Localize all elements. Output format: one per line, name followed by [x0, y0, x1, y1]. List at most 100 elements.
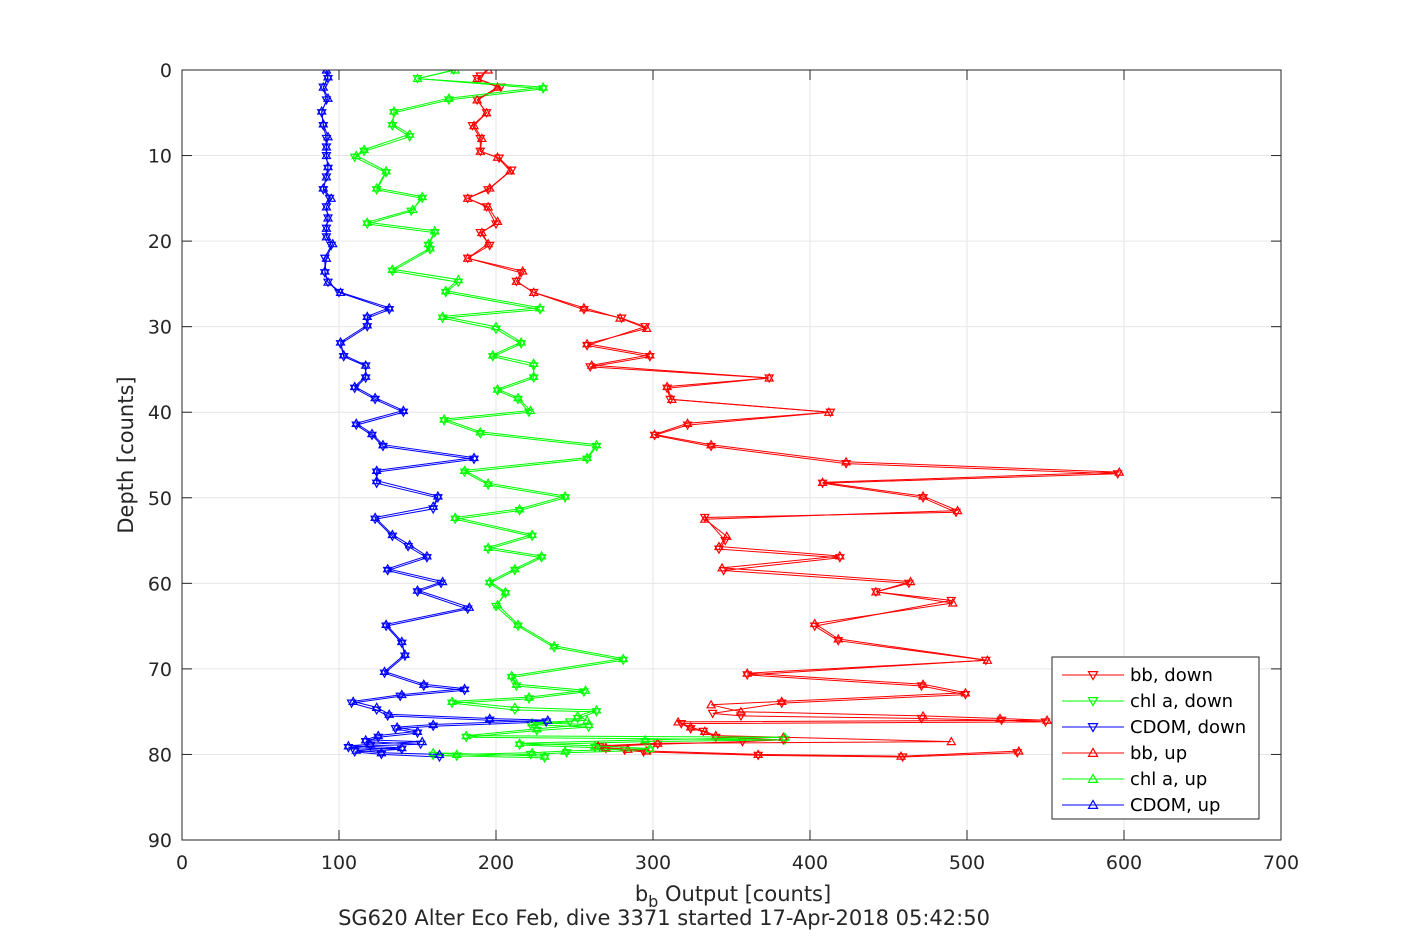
data-point-marker [834, 550, 845, 560]
data-point-marker [370, 512, 381, 522]
data-point-marker [582, 452, 593, 462]
data-point-marker [316, 105, 327, 115]
data-point-marker [362, 220, 373, 230]
data-point-marker [338, 349, 349, 359]
data-point-marker [450, 70, 461, 74]
data-point-marker [685, 721, 696, 731]
data-point-marker [322, 276, 334, 286]
data-point-marker [484, 713, 495, 723]
data-point-marker [742, 671, 753, 681]
y-tick-label: 60 [148, 573, 172, 595]
legend: bb, down chl a, down CDOM, down bb, up chl a… [1051, 656, 1260, 820]
data-point-marker [412, 588, 423, 598]
data-point-marker [753, 751, 764, 761]
data-point-marker [468, 452, 480, 462]
data-point-marker [523, 695, 535, 705]
data-point-marker [699, 726, 710, 735]
x-axis-label: bb Output [counts] [635, 882, 831, 911]
data-point-marker [362, 314, 373, 324]
data-point-marker [428, 722, 439, 732]
data-point-marker [432, 494, 443, 503]
data-point-marker [699, 513, 710, 523]
data-point-marker [417, 736, 428, 746]
legend-label: chl a, up [1130, 769, 1207, 790]
data-point-marker [483, 201, 494, 211]
data-point-marker [707, 709, 718, 719]
data-point-marker [960, 687, 971, 697]
data-point-marker [359, 147, 370, 157]
data-point-marker [322, 93, 334, 102]
data-point-marker [652, 738, 663, 747]
legend-label: CDOM, up [1130, 795, 1220, 816]
data-point-marker [437, 311, 448, 320]
data-point-marker [560, 745, 571, 755]
data-point-marker [379, 669, 390, 679]
data-point-marker [591, 708, 602, 717]
data-point-marker [841, 459, 852, 469]
data-point-marker [359, 144, 370, 154]
data-point-marker [370, 392, 381, 402]
data-point-marker [349, 381, 360, 391]
x-tick-label: 500 [949, 852, 985, 874]
data-point-marker [1114, 466, 1125, 476]
data-point-marker [384, 305, 395, 315]
data-point-marker [443, 93, 454, 102]
data-point-marker [614, 312, 626, 322]
data-point-marker [387, 532, 398, 542]
data-point-marker [641, 745, 652, 755]
data-point-marker [362, 311, 373, 320]
data-point-marker [418, 682, 429, 692]
data-point-marker [833, 637, 844, 646]
data-point-marker [753, 749, 764, 759]
data-point-marker [440, 288, 451, 298]
data-point-marker [360, 371, 371, 380]
data-point-marker [500, 589, 511, 599]
data-point-marker [528, 371, 539, 380]
data-point-marker [412, 584, 423, 594]
data-point-marker [371, 186, 382, 195]
data-point-marker [371, 465, 382, 474]
data-point-marker [483, 478, 494, 487]
data-point-marker [327, 238, 338, 248]
data-point-marker [492, 81, 503, 91]
data-point-marker [534, 302, 545, 312]
data-point-marker [322, 212, 334, 222]
data-point-marker [370, 395, 381, 405]
y-tick-label: 20 [148, 231, 172, 253]
ticks: 0 100 200 300 400 500 600 700 0 10 20 30 40 50 60 70 80 9… [148, 60, 1299, 874]
data-point-marker [706, 699, 717, 709]
data-point-marker [673, 716, 684, 726]
data-point-marker [335, 340, 346, 349]
legend-label: chl a, down [1130, 691, 1233, 712]
y-tick-label: 50 [148, 488, 172, 510]
data-point-marker [396, 639, 407, 649]
data-point-marker [776, 696, 787, 706]
data-point-marker [481, 107, 492, 117]
legend-marker [1087, 747, 1099, 757]
data-point-marker [348, 696, 359, 706]
data-point-marker [616, 314, 627, 324]
data-point-marker [326, 193, 337, 202]
data-point-marker [376, 747, 387, 757]
data-point-marker [475, 146, 486, 155]
data-point-marker [506, 670, 517, 680]
legend-marker [1087, 723, 1099, 733]
data-point-marker [412, 726, 423, 735]
data-point-marker [509, 702, 520, 711]
data-point-marker [464, 602, 475, 611]
data-point-marker [527, 532, 538, 542]
data-point-marker [461, 733, 472, 743]
data-point-marker [817, 479, 828, 489]
data-point-marker [360, 734, 371, 744]
data-point-marker [321, 141, 332, 151]
data-point-marker [918, 494, 929, 503]
data-point-marker [398, 405, 409, 415]
data-point-marker [371, 182, 382, 192]
data-point-marker [453, 274, 464, 284]
data-point-marker [487, 353, 498, 362]
caption: SG620 Alter Eco Feb, dive 3371 started 1… [338, 906, 990, 930]
data-point-marker [531, 726, 542, 736]
data-point-marker [321, 253, 332, 262]
data-point-marker [360, 738, 371, 747]
